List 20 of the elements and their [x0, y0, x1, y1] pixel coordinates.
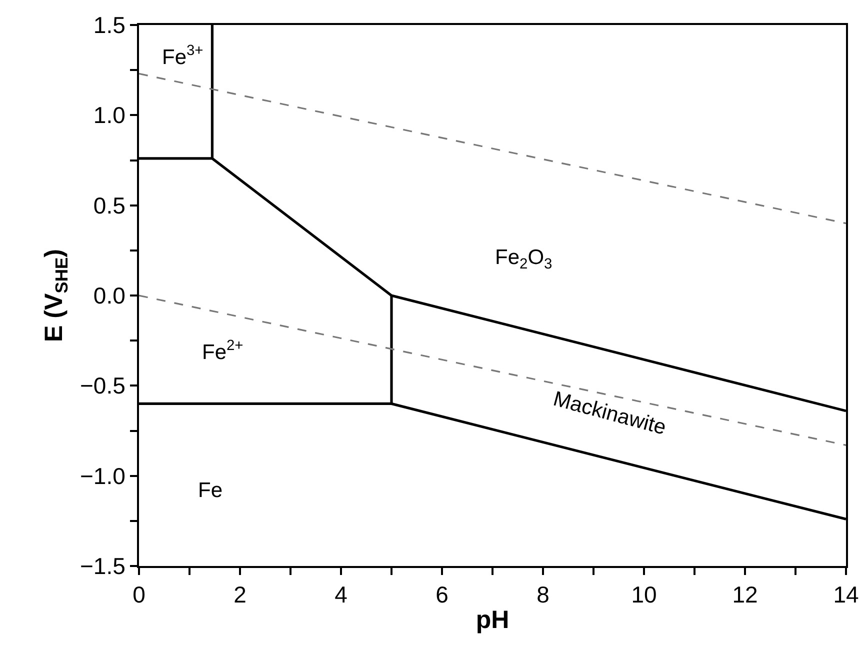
x-tick-label: 6: [436, 582, 448, 608]
y-tick-label: 1.0: [93, 102, 126, 128]
annotation: Fe$_{2}$O$_{3}$: [495, 246, 552, 272]
x-tick-label: 12: [732, 582, 758, 608]
annotation: Fe$^{3+}$: [162, 43, 204, 69]
y-tick-label: −1.5: [80, 553, 126, 580]
y-tick-label: 0.0: [93, 282, 126, 309]
y-tick-label: 1.5: [93, 12, 126, 38]
x-tick-label: 2: [234, 582, 246, 608]
x-tick-label: 10: [631, 582, 657, 608]
annotation: Fe$^{2+}$: [202, 338, 244, 364]
y-tick-label: 0.5: [93, 192, 126, 218]
x-tick-label: 8: [536, 582, 550, 608]
x-tick-label: 4: [334, 582, 348, 608]
annotation: Fe: [198, 479, 223, 502]
x-axis-title: pH: [476, 606, 510, 634]
x-tick-label: 0: [132, 582, 146, 608]
y-tick-label: −1.0: [80, 462, 126, 489]
y-tick-label: −0.5: [80, 372, 126, 399]
x-tick-label: 14: [833, 582, 859, 608]
